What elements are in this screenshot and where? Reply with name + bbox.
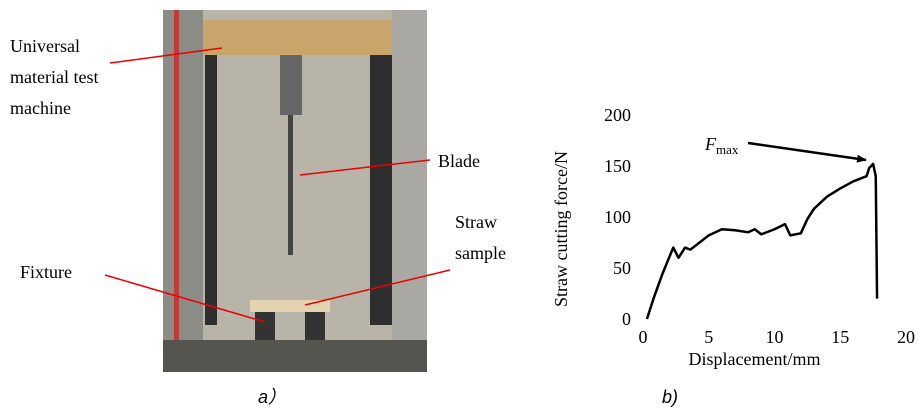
label: machine xyxy=(10,98,71,118)
x-tick-label: 5 xyxy=(704,327,713,347)
left-rail xyxy=(205,55,217,325)
x-tick-label: 10 xyxy=(766,327,784,347)
y-tick-label: 50 xyxy=(613,258,631,278)
x-axis-label: Displacement/mm xyxy=(689,349,821,369)
right-column xyxy=(392,10,427,372)
x-tick-label: 20 xyxy=(897,327,915,347)
caption: b) xyxy=(662,387,678,407)
label: Straw xyxy=(455,212,497,232)
y-tick-label: 100 xyxy=(604,207,631,227)
label: Blade xyxy=(438,151,480,171)
annotation-symbol: F xyxy=(704,134,717,154)
label: Universal xyxy=(10,36,80,56)
label: material test xyxy=(10,67,98,87)
x-tick-label: 15 xyxy=(831,327,849,347)
machine-column xyxy=(163,10,203,372)
annotation: Fmax xyxy=(704,134,739,157)
y-tick-label: 200 xyxy=(604,105,631,125)
leader-line xyxy=(299,159,431,176)
blade xyxy=(288,115,293,255)
y-tick-label: 150 xyxy=(604,156,631,176)
crosshead xyxy=(203,20,393,55)
caption: a） xyxy=(258,387,286,407)
leader-line xyxy=(304,269,451,306)
label: sample xyxy=(455,243,506,263)
y-axis-label: Straw cutting force/N xyxy=(551,151,571,307)
red-rod xyxy=(174,10,179,372)
straw-sample xyxy=(250,300,330,312)
data-line xyxy=(645,162,879,320)
annotation-subscript: max xyxy=(716,142,739,157)
annotation-arrow xyxy=(747,141,867,163)
photo: Universal material test machine Blade St… xyxy=(10,10,506,372)
right-rail xyxy=(370,55,392,325)
base xyxy=(163,340,427,372)
leader-line xyxy=(104,274,266,323)
y-tick-label: 0 xyxy=(622,309,631,329)
load-cell xyxy=(280,55,302,115)
x-tick-label: 0 xyxy=(639,327,648,347)
leader-line xyxy=(109,47,223,64)
label: Fixture xyxy=(20,262,72,282)
